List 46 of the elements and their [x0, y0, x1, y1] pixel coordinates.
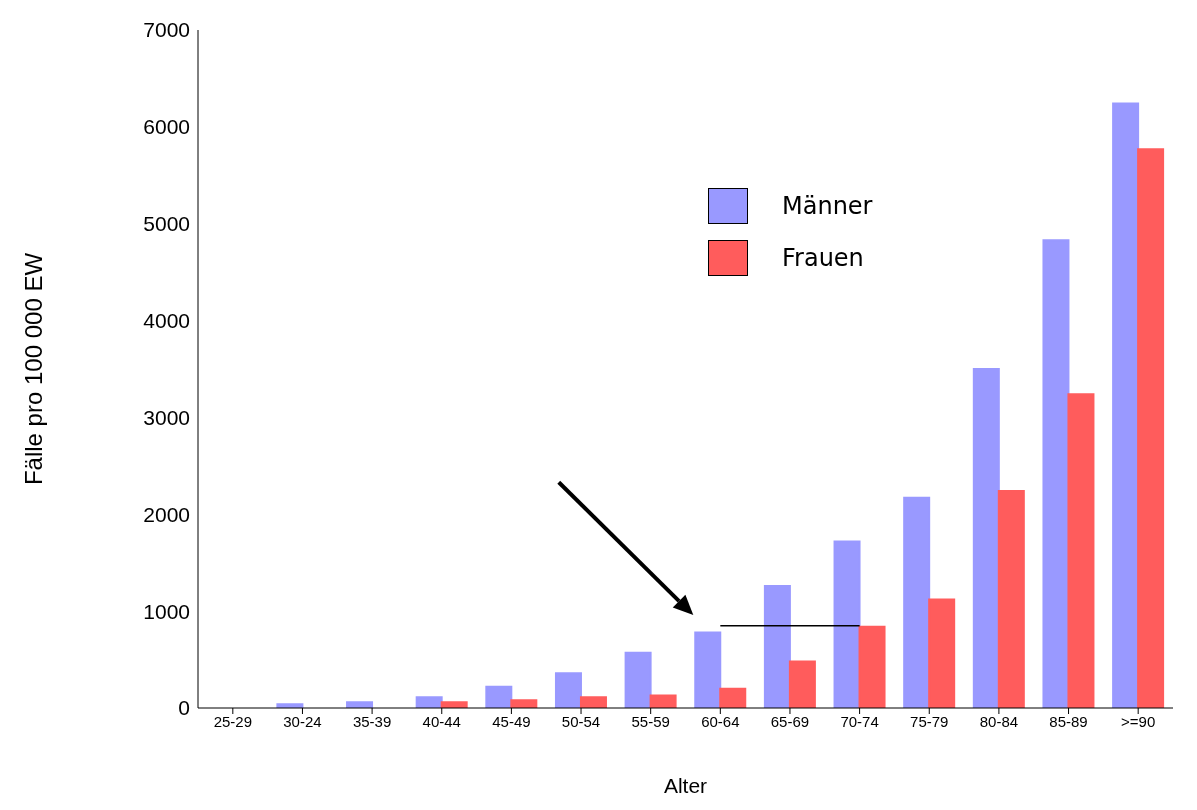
- bar: [624, 651, 652, 708]
- y-tick-label: 2000: [143, 502, 190, 526]
- y-tick-label: 6000: [143, 115, 190, 139]
- bar: [928, 598, 956, 708]
- y-tick-label: 3000: [143, 405, 190, 429]
- bar: [415, 696, 443, 708]
- bar: [763, 584, 791, 708]
- x-tick-label: >=90: [1121, 712, 1156, 730]
- y-tick-label: 4000: [143, 309, 190, 333]
- y-tick-label: 0: [178, 696, 190, 720]
- y-axis-title: Fälle pro 100 000 EW: [19, 252, 47, 486]
- bar: [972, 368, 1000, 708]
- x-tick-label: 55-59: [631, 712, 670, 730]
- x-tick-label: 80-84: [979, 712, 1019, 730]
- y-tick-label: 1000: [143, 599, 190, 623]
- y-tick-label: 5000: [143, 212, 190, 236]
- legend-label: Frauen: [782, 244, 864, 272]
- bar: [1112, 102, 1140, 708]
- legend-label: Männer: [782, 192, 873, 220]
- bar: [1042, 239, 1070, 708]
- bar: [1067, 393, 1095, 708]
- bar: [833, 540, 861, 708]
- bar: [719, 687, 747, 708]
- x-axis-title: Alter: [663, 774, 708, 797]
- bar: [579, 696, 607, 708]
- bar: [554, 672, 582, 708]
- bar: [649, 694, 677, 708]
- bar: [485, 685, 513, 708]
- x-tick-label: 35-39: [352, 712, 392, 730]
- bar: [997, 490, 1025, 708]
- y-tick-label: 7000: [143, 18, 190, 42]
- x-tick-label: 25-29: [213, 712, 253, 730]
- bar: [788, 660, 816, 708]
- x-tick-label: 60-64: [701, 712, 740, 730]
- x-tick-label: 65-69: [770, 712, 810, 730]
- x-tick-label: 40-44: [422, 712, 461, 730]
- x-tick-label: 75-79: [910, 712, 949, 730]
- bar: [858, 625, 886, 708]
- x-tick-label: 85-89: [1049, 712, 1088, 730]
- x-tick-label: 70-74: [840, 712, 879, 730]
- bar: [1137, 148, 1165, 708]
- bar: [903, 496, 931, 708]
- x-tick-label: 45-49: [492, 712, 531, 730]
- bar: [694, 631, 722, 708]
- x-tick-label: 30-24: [283, 712, 322, 730]
- x-tick-label: 50-54: [561, 712, 601, 730]
